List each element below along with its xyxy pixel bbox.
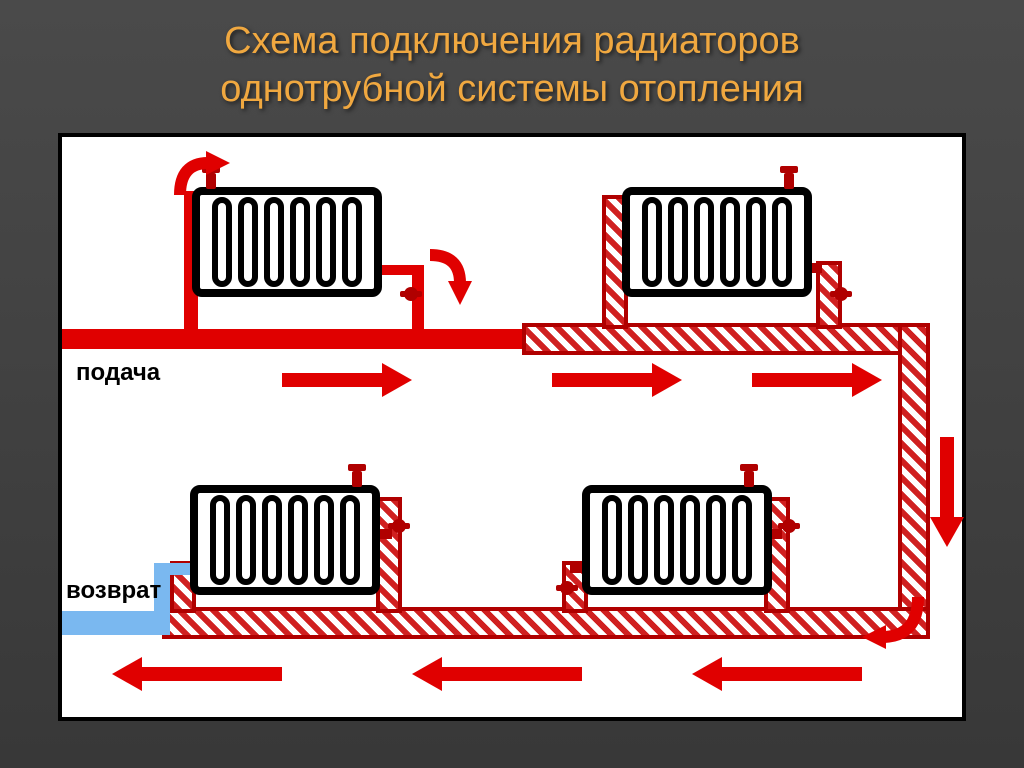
label-return: возврат — [66, 577, 161, 605]
radiator-1 — [192, 187, 382, 297]
valve-icon — [834, 287, 848, 301]
radiator-3 — [190, 485, 380, 595]
pipe-bottom — [162, 607, 930, 639]
radiator-4 — [582, 485, 772, 595]
arrow-left-1 — [692, 657, 862, 691]
air-vent-icon — [352, 471, 362, 487]
valve-icon — [392, 519, 406, 533]
arrow-curve-bottom-right — [862, 591, 932, 661]
pipe-r1-outlet-h — [382, 265, 416, 275]
air-vent-icon — [744, 471, 754, 487]
radiator-2 — [622, 187, 812, 297]
arrow-right-2 — [552, 363, 682, 397]
arrow-right-1 — [282, 363, 412, 397]
arrow-down-right — [930, 437, 964, 547]
air-vent-icon — [784, 173, 794, 189]
label-supply: подача — [76, 359, 160, 387]
arrow-left-3 — [112, 657, 282, 691]
valve-icon — [782, 519, 796, 533]
diagram-frame: подача возврат — [58, 133, 966, 721]
arrow-curve-r1-out — [422, 247, 482, 307]
valve-icon — [560, 581, 574, 595]
arrow-right-3 — [752, 363, 882, 397]
valve-icon — [404, 287, 418, 301]
pipe-supply-main — [62, 329, 532, 349]
arrow-curve-top-left — [162, 145, 232, 201]
title-line-1: Схема подключения радиаторов — [224, 20, 800, 62]
title-line-2: однотрубной системы отопления — [220, 68, 803, 110]
arrow-left-2 — [412, 657, 582, 691]
page-title: Схема подключения радиаторов однотрубной… — [0, 0, 1024, 113]
stub-r3-in — [378, 529, 392, 539]
pipe-return-tap-h — [154, 563, 192, 575]
pipe-top-right — [522, 323, 930, 355]
